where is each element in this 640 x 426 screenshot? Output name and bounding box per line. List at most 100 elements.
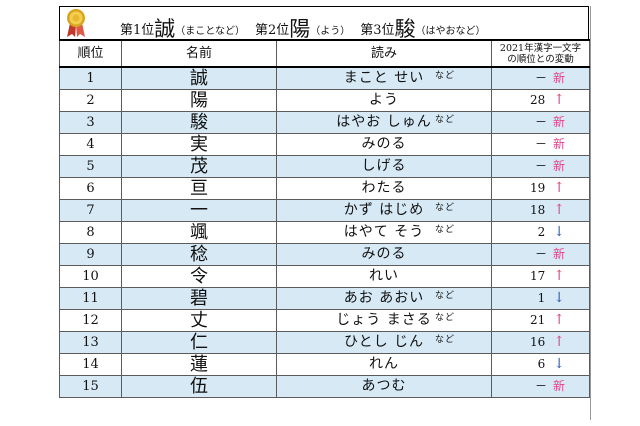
reading-cell: よう — [276, 89, 492, 112]
change-cell: 19 ↑ — [491, 177, 590, 200]
rank-cell: 8 — [59, 221, 122, 244]
change-cell: －新 — [491, 155, 590, 178]
table-row: 1 誠まこと せい など－新 — [59, 66, 590, 90]
header-rank: 順位 — [59, 39, 122, 68]
table-row: 11 碧あお あおい など 1 ↓ — [59, 287, 590, 310]
third-name: 駿 — [394, 17, 416, 41]
rank-cell: 15 — [59, 375, 122, 398]
reading-cell: はやお しゅん など — [276, 111, 492, 134]
up-arrow-icon: ↑ — [553, 334, 565, 350]
reading-text: はやお しゅん — [336, 114, 432, 130]
nado-note: など — [435, 335, 456, 345]
rank-cell: 13 — [59, 331, 122, 354]
rank-cell: 5 — [59, 155, 122, 178]
top3-summary: 第1位誠（まことなど） 第2位陽（よう） 第3位駿（はやおなど） — [120, 13, 486, 43]
table-header-row: 順位 名前 読み 2021年漢字一文字 の順位との変動 — [59, 39, 590, 68]
reading-text: れん — [369, 356, 399, 372]
prev-rank: － — [534, 247, 547, 261]
change-cell: －新 — [491, 66, 590, 90]
name-cell: 丈 — [121, 309, 277, 332]
prev-rank: － — [534, 159, 547, 173]
reading-cell: はやて そう など — [276, 221, 492, 244]
first-name: 誠 — [154, 17, 176, 41]
rank-cell: 1 — [59, 66, 122, 90]
page-edge-line — [590, 6, 591, 420]
prev-rank: 28 — [529, 93, 546, 107]
top3-banner: 第1位誠（まことなど） 第2位陽（よう） 第3位駿（はやおなど） — [59, 6, 589, 41]
change-cell: 16 ↑ — [491, 331, 590, 354]
rank-cell: 2 — [59, 89, 122, 112]
prev-rank: 6 — [537, 357, 546, 371]
up-arrow-icon: ↑ — [553, 312, 565, 328]
prev-rank: 1 — [537, 291, 546, 305]
first-reading: （まことなど） — [175, 26, 245, 37]
change-cell: 21 ↑ — [491, 309, 590, 332]
header-reading: 読み — [276, 39, 492, 68]
name-cell: 仁 — [121, 331, 277, 354]
table-row: 5 茂しげる－新 — [59, 155, 590, 178]
table-row: 12 丈じょう まさる など 21 ↑ — [59, 309, 590, 332]
prev-rank: － — [534, 137, 547, 151]
nado-note: など — [435, 291, 456, 301]
reading-cell: ひとし じん など — [276, 331, 492, 354]
second-name: 陽 — [289, 17, 311, 41]
prev-rank: － — [534, 115, 547, 129]
reading-text: まこと せい — [343, 70, 425, 86]
table-row: 6 亘 わたる 19 ↑ — [59, 177, 590, 200]
prev-rank: － — [534, 71, 547, 85]
change-cell: －新 — [491, 111, 590, 134]
nado-note: など — [435, 225, 456, 235]
change-cell: －新 — [491, 243, 590, 266]
name-cell: 伍 — [121, 375, 277, 398]
reading-cell: みのる — [276, 243, 492, 266]
nado-note: など — [435, 203, 456, 213]
reading-cell: じょう まさる など — [276, 309, 492, 332]
rank-cell: 7 — [59, 199, 122, 222]
name-cell: 颯 — [121, 221, 277, 244]
change-cell: 17 ↑ — [491, 265, 590, 288]
reading-text: みのる — [361, 246, 407, 262]
prev-rank: 17 — [529, 269, 546, 283]
name-cell: 稔 — [121, 243, 277, 266]
second-label: 第2位 — [254, 23, 290, 38]
table-row: 14 蓮れん 6 ↓ — [59, 353, 590, 376]
table-row: 15 伍あつむ－新 — [59, 375, 590, 398]
up-arrow-icon: ↑ — [553, 180, 565, 196]
reading-cell: れい — [276, 265, 492, 288]
reading-text: かず はじめ — [343, 202, 425, 218]
reading-cell: みのる — [276, 133, 492, 156]
ranking-sheet: 第1位誠（まことなど） 第2位陽（よう） 第3位駿（はやおなど） 順位 名前 読み … — [59, 6, 590, 398]
name-cell: 誠 — [121, 66, 277, 90]
new-entry-mark: 新 — [552, 71, 565, 85]
header-change-line2: の順位との変動 — [507, 53, 574, 65]
name-cell: 碧 — [121, 287, 277, 310]
reading-text: ひとし じん — [343, 334, 425, 350]
prev-rank: － — [534, 379, 547, 393]
table-row: 9 稔みのる－新 — [59, 243, 590, 266]
new-entry-mark: 新 — [552, 137, 565, 151]
name-cell: 令 — [121, 265, 277, 288]
name-cell: 駿 — [121, 111, 277, 134]
reading-cell: れん — [276, 353, 492, 376]
change-cell: 28 ↑ — [491, 89, 590, 112]
change-cell: 2 ↓ — [491, 221, 590, 244]
reading-cell: わたる — [276, 177, 492, 200]
reading-text: みのる — [361, 136, 407, 152]
rank-cell: 10 — [59, 265, 122, 288]
rank-cell: 12 — [59, 309, 122, 332]
reading-text: わたる — [361, 180, 407, 196]
change-cell: 18 ↑ — [491, 199, 590, 222]
table-row: 10 令 れい 17 ↑ — [59, 265, 590, 288]
nado-note: など — [435, 313, 456, 323]
name-cell: 陽 — [121, 89, 277, 112]
medal-icon — [67, 9, 85, 37]
name-cell: 茂 — [121, 155, 277, 178]
down-arrow-icon: ↓ — [553, 224, 565, 240]
reading-text: はやて そう — [343, 224, 425, 240]
header-change-line1: 2021年漢字一文字 — [499, 42, 582, 54]
nado-note: など — [435, 115, 456, 125]
table-row: 4 実みのる－新 — [59, 133, 590, 156]
rank-cell: 14 — [59, 353, 122, 376]
reading-text: よう — [369, 92, 399, 108]
rank-cell: 6 — [59, 177, 122, 200]
